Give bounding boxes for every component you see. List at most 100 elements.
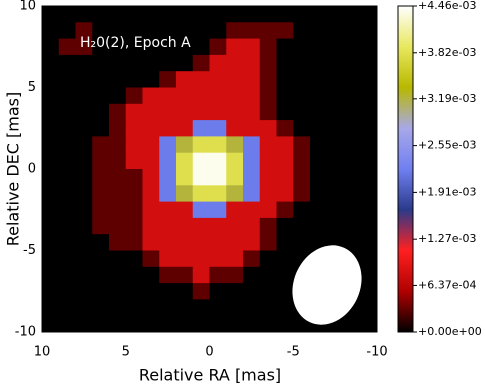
- cell: [276, 103, 294, 121]
- cell: [192, 38, 210, 56]
- cell: [259, 136, 277, 154]
- cell: [75, 266, 93, 284]
- cell: [42, 22, 60, 39]
- cell: [343, 87, 361, 105]
- cell: [159, 185, 177, 202]
- cell: [243, 6, 261, 23]
- cell: [75, 103, 93, 121]
- cell: [326, 201, 344, 219]
- cell: [125, 185, 143, 202]
- cell: [276, 54, 294, 72]
- cell: [109, 299, 127, 317]
- cell: [125, 299, 143, 317]
- cell: [75, 54, 93, 72]
- cell: [326, 169, 344, 186]
- cell: [75, 22, 93, 39]
- cell: [259, 152, 277, 170]
- cell: [176, 120, 194, 137]
- cell: [58, 22, 76, 39]
- cell: [243, 217, 261, 235]
- cell: [109, 87, 127, 105]
- y-tick-label: 10: [19, 0, 36, 14]
- cell: [109, 38, 127, 56]
- cell: [343, 169, 361, 186]
- cell: [58, 6, 76, 23]
- cell: [243, 120, 261, 137]
- cell: [176, 169, 194, 186]
- cell: [75, 315, 93, 333]
- cell: [92, 22, 110, 39]
- cell: [92, 120, 110, 137]
- cell: [209, 217, 227, 235]
- cell: [125, 38, 143, 56]
- cell: [243, 299, 261, 317]
- cell: [92, 136, 110, 154]
- cell: [125, 217, 143, 235]
- cell: [360, 201, 378, 219]
- cell: [226, 103, 244, 121]
- cell: [360, 54, 378, 72]
- cell: [276, 217, 294, 235]
- cell: [42, 54, 60, 72]
- cell: [226, 185, 244, 202]
- cell: [42, 283, 60, 300]
- axes: 10 5 0 -5 -10 -10 -5 0 5 10 +0.00e+00 +6.37e-04 +1.2…: [15, 0, 482, 360]
- cell: [276, 201, 294, 219]
- y-tick-label: -10: [15, 325, 36, 340]
- cell: [109, 283, 127, 300]
- cell: [159, 315, 177, 333]
- cell: [125, 234, 143, 251]
- y-tick-label: 5: [28, 80, 36, 95]
- cell: [192, 136, 210, 154]
- cell: [176, 283, 194, 300]
- cell: [109, 22, 127, 39]
- cell: [243, 152, 261, 170]
- cell: [92, 234, 110, 251]
- cell: [360, 103, 378, 121]
- cell: [243, 71, 261, 88]
- cell: [226, 283, 244, 300]
- cell: [293, 152, 311, 170]
- cell: [360, 136, 378, 154]
- cell: [360, 266, 378, 284]
- cell: [360, 250, 378, 268]
- cell: [259, 234, 277, 251]
- cell: [226, 87, 244, 105]
- cell: [142, 201, 160, 219]
- cell: [176, 185, 194, 202]
- cell: [360, 22, 378, 39]
- cell: [58, 152, 76, 170]
- cell: [42, 6, 60, 23]
- cell: [259, 217, 277, 235]
- cell: [125, 87, 143, 105]
- cell: [226, 120, 244, 137]
- cell: [293, 201, 311, 219]
- cell: [176, 250, 194, 268]
- cell: [159, 54, 177, 72]
- cell: [192, 6, 210, 23]
- cell: [92, 266, 110, 284]
- cell: [109, 315, 127, 333]
- x-tick-label: -5: [287, 345, 300, 360]
- cell: [243, 38, 261, 56]
- cell: [209, 6, 227, 23]
- cell: [209, 87, 227, 105]
- cell: [176, 234, 194, 251]
- cell: [360, 315, 378, 333]
- cell: [109, 54, 127, 72]
- cell: [226, 6, 244, 23]
- cell: [125, 6, 143, 23]
- cell: [192, 201, 210, 219]
- cell: [142, 266, 160, 284]
- cell: [326, 54, 344, 72]
- cell: [92, 185, 110, 202]
- cell: [109, 152, 127, 170]
- cell: [58, 38, 76, 56]
- cell: [310, 234, 328, 251]
- cell: [142, 87, 160, 105]
- cell: [226, 217, 244, 235]
- cell: [125, 315, 143, 333]
- cell: [360, 71, 378, 88]
- cell: [293, 136, 311, 154]
- cell: [343, 54, 361, 72]
